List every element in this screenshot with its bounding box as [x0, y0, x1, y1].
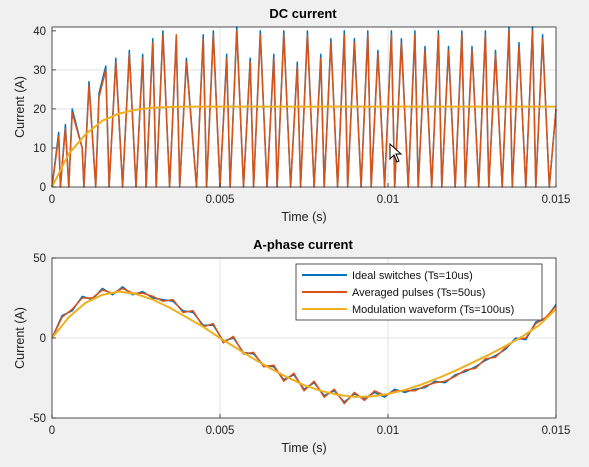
a-phase-legend: Ideal switches (Ts=10us) Averaged pulses…	[295, 263, 543, 321]
dc-current-ticks: 0 0.005 0.01 0.015 0 10 20 30 40	[33, 26, 570, 206]
y-tick-label: 20	[33, 104, 46, 116]
a-phase-current-title: A-phase current	[253, 237, 353, 252]
dc-current-series	[51, 26, 557, 188]
dc-current-chart: DC current 0 0.005 0.01 0.015 0 10 20 30 40 Time…	[13, 6, 570, 224]
y-tick-label: -50	[29, 413, 46, 425]
y-tick-label: 0	[40, 333, 46, 345]
y-tick-label: 0	[40, 182, 46, 194]
x-tick-label: 0.005	[206, 425, 235, 437]
a-phase-series	[51, 286, 557, 405]
dc-current-ylabel: Current (A)	[13, 76, 27, 138]
series-line-2	[51, 105, 556, 188]
x-tick-label: 0	[49, 425, 55, 437]
x-tick-label: 0	[49, 194, 55, 206]
series-line-2	[51, 290, 557, 398]
series-line-1	[51, 30, 557, 188]
dc-current-axes-frame	[51, 26, 557, 188]
y-tick-label: 50	[33, 253, 46, 265]
legend-label-ideal: Ideal switches (Ts=10us)	[352, 270, 473, 282]
y-tick-label: 40	[33, 26, 46, 38]
y-tick-label: 30	[33, 65, 46, 77]
x-tick-label: 0.01	[377, 194, 399, 206]
a-phase-xlabel: Time (s)	[281, 441, 326, 455]
dc-current-title: DC current	[269, 6, 337, 21]
y-tick-label: 10	[33, 143, 46, 155]
x-tick-label: 0.015	[542, 425, 571, 437]
x-tick-label: 0.015	[542, 194, 571, 206]
legend-label-modulation: Modulation waveform (Ts=100us)	[352, 304, 514, 316]
dc-current-xlabel: Time (s)	[281, 210, 326, 224]
a-phase-ylabel: Current (A)	[13, 307, 27, 369]
x-tick-label: 0.005	[206, 194, 235, 206]
mouse-pointer-icon	[389, 143, 403, 163]
legend-label-averaged: Averaged pulses (Ts=50us)	[352, 287, 485, 299]
x-tick-label: 0.01	[377, 425, 399, 437]
